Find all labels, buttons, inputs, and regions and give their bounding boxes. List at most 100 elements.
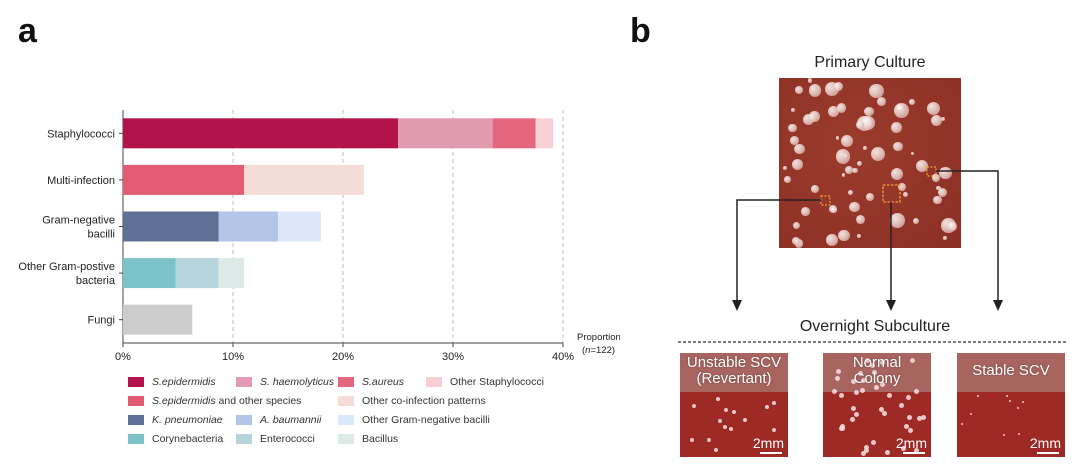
colony: [878, 406, 884, 412]
bar-segment: [123, 211, 219, 242]
colony: [835, 375, 841, 381]
colony: [864, 106, 874, 117]
scale-bar-label: 2mm: [895, 435, 927, 451]
primary-culture-title: Primary Culture: [814, 54, 926, 71]
colony: [772, 401, 777, 406]
legend-label: Corynebacteria: [152, 432, 224, 445]
thumb-header: [680, 353, 788, 392]
colony: [831, 389, 837, 395]
colony: [898, 183, 907, 192]
colony: [941, 116, 946, 121]
bar-segment: [175, 258, 219, 289]
colony: [969, 412, 972, 415]
legend-swatch: [236, 433, 252, 444]
legend-label: A. baumannii: [260, 413, 322, 426]
colony: [902, 191, 908, 197]
legend-item: K. pneumoniae: [128, 414, 223, 426]
normal-colony-plate-image: Normal Colony 2mm: [823, 353, 931, 457]
colony: [871, 439, 877, 445]
colony: [856, 160, 863, 167]
category-label: Other Gram-postive bacteria: [18, 261, 115, 287]
colony: [864, 447, 870, 453]
colony: [881, 410, 887, 416]
panel-letter-b: b: [630, 12, 651, 50]
legend-swatch: [338, 376, 354, 387]
x-tick-label: 10%: [222, 351, 244, 363]
legend-label: S. haemolyticus: [260, 375, 335, 388]
colony: [765, 405, 770, 410]
legend-swatch: [426, 376, 442, 387]
colony: [731, 409, 736, 414]
legend-swatch: [128, 414, 144, 425]
colony: [931, 115, 943, 127]
bar-segment: [218, 258, 244, 289]
colony: [874, 385, 880, 391]
colony: [771, 427, 776, 432]
arrowhead-stable-scv: [993, 300, 1003, 311]
colony: [830, 206, 837, 213]
colony: [849, 201, 860, 212]
colony: [790, 135, 800, 145]
legend-swatch: [338, 395, 354, 406]
colony: [893, 141, 903, 152]
colony: [808, 84, 822, 98]
colony: [906, 415, 912, 421]
colony: [841, 173, 846, 177]
colony: [723, 407, 728, 412]
colony: [915, 159, 928, 172]
colony: [943, 236, 947, 240]
colony: [839, 424, 845, 430]
legend-item: S.epidermidis: [128, 376, 216, 388]
colony: [811, 185, 819, 193]
legend-item: Bacillus: [338, 433, 398, 445]
colony: [792, 221, 800, 229]
thumb-plate: [680, 392, 788, 457]
bar-segment: [278, 211, 321, 242]
colony: [1003, 433, 1006, 436]
colony: [692, 404, 697, 409]
colony: [917, 415, 923, 421]
colony: [862, 145, 867, 150]
legend-label: S.epidermidis and other species: [152, 394, 302, 407]
colony: [904, 424, 910, 430]
thumb-label: Normal Colony: [852, 354, 902, 387]
legend-item: Other co-infection patterns: [338, 395, 486, 407]
chart-legend: S.epidermidis S. haemolyticus S.aureus Othe…: [128, 372, 548, 448]
colony: [910, 357, 916, 363]
colony: [1005, 395, 1008, 398]
colony: [948, 222, 957, 231]
colony: [838, 229, 850, 242]
colony: [784, 175, 791, 183]
colony: [871, 146, 886, 161]
category-label: Multi-infection: [47, 175, 115, 187]
colony: [861, 116, 875, 131]
thumb-label: Unstable SCV (Revertant): [686, 354, 782, 387]
colony: [717, 419, 722, 424]
legend-item: Other Gram-negative bacilli: [338, 414, 490, 426]
bar-segment: [218, 211, 279, 242]
bar-segment: [123, 164, 244, 195]
panel-letter-a: a: [18, 12, 37, 50]
colony: [836, 103, 847, 113]
colony: [1016, 407, 1019, 410]
colony: [879, 382, 885, 388]
legend-row: S.epidermidis S. haemolyticus S.aureus Othe…: [128, 372, 548, 391]
colony: [859, 387, 865, 393]
colony: [865, 358, 871, 364]
bar-segment: [398, 118, 493, 149]
colony: [839, 393, 845, 399]
legend-row: Corynebacteria Enterococci Bacillus: [128, 429, 548, 448]
colony: [866, 192, 875, 201]
colony: [847, 189, 854, 196]
colony: [845, 166, 854, 175]
legend-item: S.aureus: [338, 376, 404, 388]
legend-swatch: [236, 414, 252, 425]
legend-swatch: [236, 376, 252, 387]
colony: [828, 105, 840, 117]
legend-item: Corynebacteria: [128, 433, 223, 445]
colony: [926, 101, 940, 115]
scale-bar-label: 2mm: [1029, 435, 1061, 451]
colony: [835, 149, 851, 164]
colony: [858, 370, 864, 376]
legend-item: S. haemolyticus: [236, 376, 334, 388]
